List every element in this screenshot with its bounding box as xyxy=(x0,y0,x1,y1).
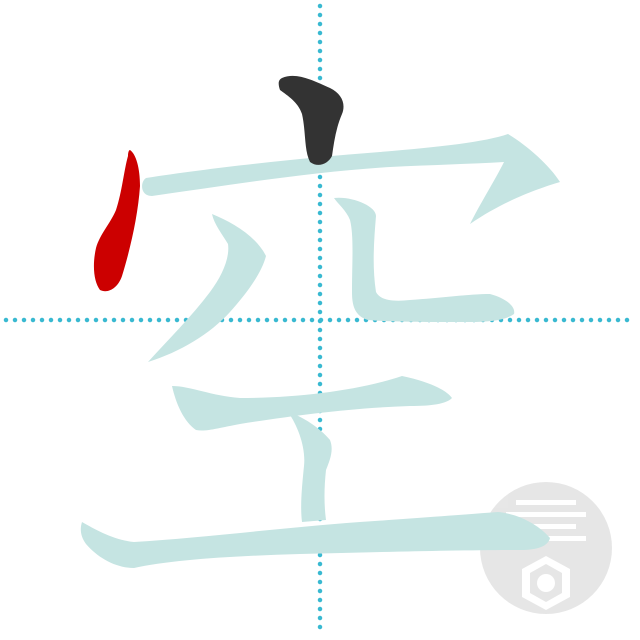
stroke-7-center-vertical xyxy=(288,412,332,522)
remaining-strokes xyxy=(80,134,560,568)
stroke-1-top-dot-completed xyxy=(278,75,344,165)
stroke-4-left-sweep xyxy=(148,214,266,362)
stroke-8-bottom-horizontal xyxy=(80,512,551,568)
stroke-2-left-drop-current xyxy=(93,150,140,292)
stroke-5-inner-bend xyxy=(334,197,515,322)
stroke-3-roof xyxy=(142,134,560,224)
guide-lines xyxy=(3,3,639,639)
stroke-6-upper-horizontal xyxy=(172,376,452,431)
